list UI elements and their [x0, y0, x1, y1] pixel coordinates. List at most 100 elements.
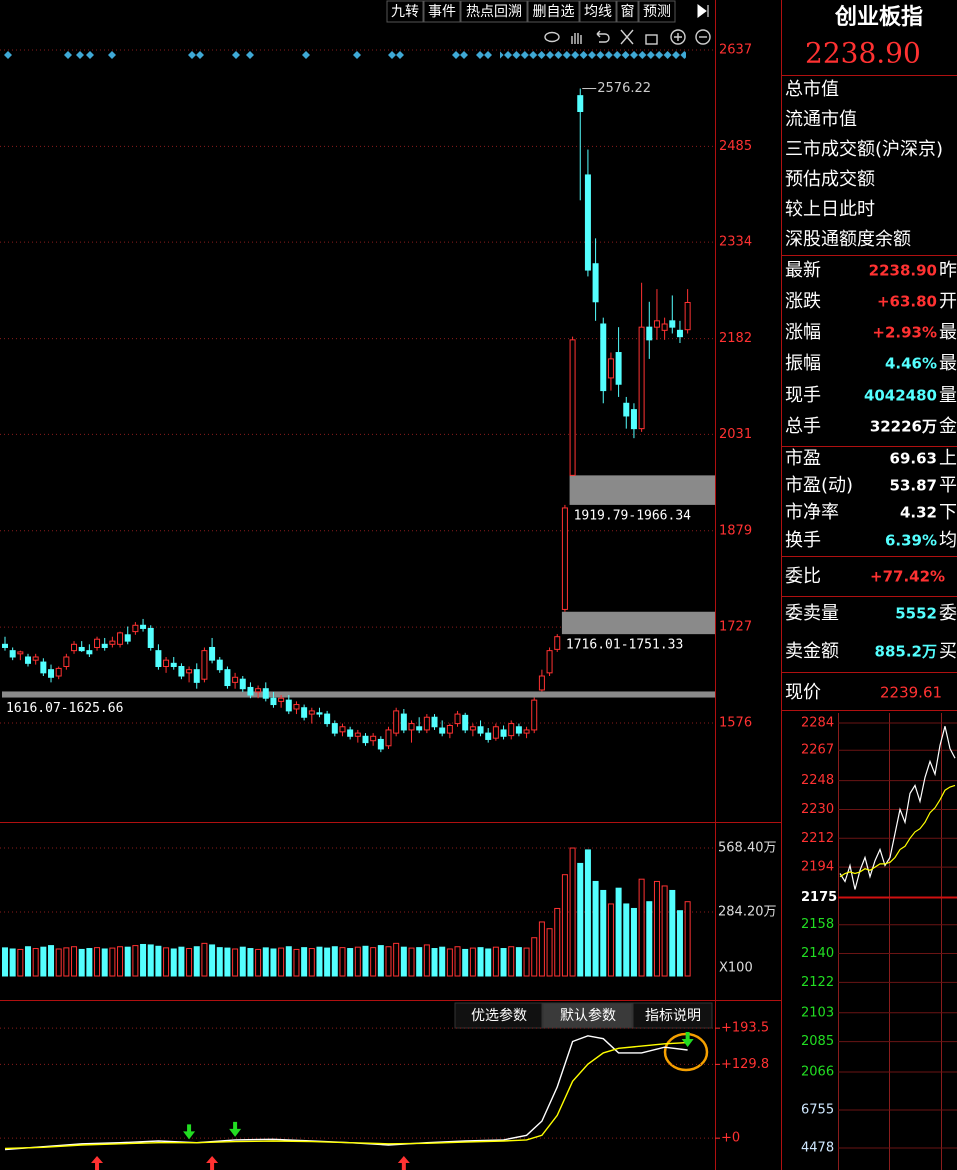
- candle-body: [347, 729, 354, 737]
- candle-body: [17, 651, 24, 655]
- volume-bar: [370, 947, 377, 977]
- candle-body: [523, 729, 530, 734]
- tool-zoom-in[interactable]: [670, 29, 686, 45]
- candle-body: [684, 301, 691, 331]
- candle-body: [216, 659, 223, 671]
- indicator-button-bg[interactable]: [454, 1002, 543, 1029]
- volume-bar: [147, 944, 154, 977]
- toolbar-button[interactable]: 九转: [391, 4, 419, 20]
- candle-body: [638, 326, 645, 430]
- stat-label: 现价: [785, 682, 821, 703]
- toolbar-button[interactable]: 热点回溯: [466, 4, 522, 20]
- tool-cut[interactable]: [620, 29, 634, 45]
- candle-body: [515, 726, 522, 734]
- toolbar-button-bg[interactable]: [616, 0, 639, 23]
- candle-body: [94, 638, 101, 648]
- toolbar-arrow[interactable]: [697, 4, 709, 18]
- volume-bar: [385, 946, 392, 977]
- volume-bar: [462, 948, 469, 977]
- volume-bar: [561, 874, 568, 977]
- volume-bar: [48, 945, 55, 977]
- tool-undo[interactable]: [596, 30, 610, 43]
- toolbar-button[interactable]: 均线: [584, 4, 612, 20]
- candle-body: [117, 632, 124, 645]
- volume-bar: [362, 945, 369, 977]
- candle-body: [55, 667, 62, 677]
- candle-body: [469, 726, 476, 731]
- candle-body: [439, 727, 446, 734]
- indicator-button-bg[interactable]: [542, 1002, 633, 1029]
- mini-tick-label: 2158: [801, 917, 834, 932]
- candle-body: [147, 627, 154, 648]
- candle-body: [538, 675, 545, 691]
- volume-bar: [538, 921, 545, 977]
- y-tick-label: 2334: [719, 235, 752, 250]
- volume-bar: [78, 948, 85, 977]
- candle-body: [285, 699, 292, 712]
- volume-unit: X100: [719, 961, 753, 976]
- tool-eye[interactable]: [544, 31, 560, 43]
- tool-zoom-out[interactable]: [695, 29, 711, 45]
- stat-tail: 金: [939, 416, 957, 437]
- volume-bar: [592, 880, 599, 977]
- volume-bar: [615, 887, 622, 977]
- mini-tick-label: 2122: [801, 975, 834, 990]
- stat-value: +77.42%: [870, 568, 945, 586]
- gap-label: 1716.01-1751.33: [566, 638, 683, 653]
- volume-bar: [239, 946, 246, 977]
- candle-body: [155, 650, 162, 668]
- stat-value: 6.39%: [885, 532, 937, 550]
- toolbar-button[interactable]: 窗: [621, 3, 635, 20]
- volume-bar: [607, 903, 614, 977]
- volume-bar: [193, 946, 200, 977]
- volume-bar: [653, 880, 660, 977]
- stat-tail: 最: [939, 353, 957, 374]
- volume-bar: [569, 847, 576, 977]
- volume-bar: [347, 948, 354, 977]
- candle-body: [354, 732, 361, 737]
- candle-body: [623, 402, 630, 417]
- toolbar-button-bg[interactable]: [638, 0, 676, 23]
- volume-bar: [584, 849, 591, 977]
- candle-body: [25, 656, 32, 664]
- toolbar-button-bg[interactable]: [460, 0, 528, 23]
- candle-body: [163, 659, 170, 668]
- tool-lock[interactable]: [645, 34, 658, 45]
- volume-bar: [446, 948, 453, 977]
- gap-box: [2, 691, 715, 698]
- candle-body: [186, 669, 193, 674]
- stat-value: 2239.61: [880, 684, 942, 702]
- stat-value: 4042480: [864, 387, 937, 405]
- volume-bar: [140, 943, 147, 977]
- volume-bar: [247, 948, 254, 977]
- mini-tick-label: 2085: [801, 1034, 834, 1049]
- stat-tail: 平: [939, 475, 957, 496]
- toolbar-button-bg[interactable]: [423, 0, 461, 23]
- volume-bar: [531, 937, 538, 977]
- toolbar-button[interactable]: 删自选: [533, 4, 575, 20]
- toolbar-button[interactable]: 预测: [643, 4, 671, 20]
- candle-body: [385, 729, 392, 747]
- gap-box: [561, 611, 715, 635]
- indicator-button[interactable]: 优选参数: [471, 1007, 527, 1024]
- toolbar-button-bg[interactable]: [579, 0, 617, 23]
- indicator-button[interactable]: 指标说明: [645, 1008, 701, 1024]
- volume-bar: [515, 947, 522, 977]
- volume-bar: [86, 948, 93, 977]
- toolbar-button-bg[interactable]: [527, 0, 580, 23]
- mini-tick-label: 2140: [801, 946, 834, 961]
- candle-body: [2, 643, 8, 648]
- toolbar-button[interactable]: 事件: [428, 4, 456, 20]
- candle-body: [239, 678, 246, 690]
- toolbar-button-bg[interactable]: [386, 0, 424, 23]
- volume-bar: [400, 946, 407, 977]
- tool-hand[interactable]: [571, 33, 582, 44]
- candle-body: [362, 735, 369, 744]
- indicator-button[interactable]: 默认参数: [560, 1007, 616, 1024]
- stat-value: 5552: [895, 605, 937, 623]
- candle-body: [293, 704, 300, 710]
- stat-value: +63.80: [877, 293, 937, 311]
- candle-body: [331, 723, 338, 734]
- info-label: 总市值: [785, 79, 839, 100]
- volume-bar: [17, 948, 24, 977]
